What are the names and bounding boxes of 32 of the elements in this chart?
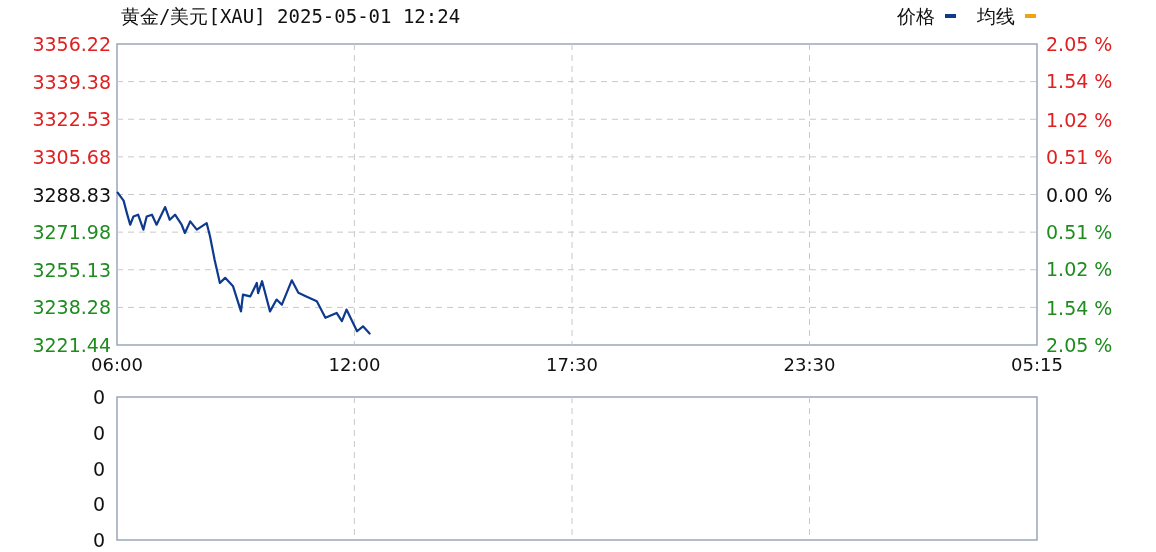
y2-tick-label: 2.05 % <box>1046 334 1113 356</box>
y-tick-label: 3288.83 <box>32 183 111 206</box>
y2-tick-label: 1.02 % <box>1046 258 1113 281</box>
text: 0 <box>92 386 105 408</box>
y2-tick-label: 0.51 % <box>1046 146 1113 169</box>
y-tick-label: 3255.13 <box>32 258 111 281</box>
x-tick-label: 12:00 <box>328 354 381 375</box>
text: 0 <box>92 457 105 480</box>
y2-tick-label: 1.02 % <box>1046 108 1113 131</box>
text: 0 <box>92 421 105 444</box>
text: 0 <box>92 529 105 551</box>
y-tick-label: 3305.68 <box>32 145 111 168</box>
y-tick-label: 3339.38 <box>32 70 111 93</box>
x-tick-label: 06:00 <box>91 354 143 375</box>
y2-tick-label: 1.54 % <box>1046 70 1113 93</box>
y2-tick-label: 1.54 % <box>1046 296 1113 319</box>
chart-title: 黄金/美元[XAU] 2025-05-01 12:24 <box>121 5 461 27</box>
y-tick-label: 3221.44 <box>32 334 111 356</box>
y2-tick-label: 0.51 % <box>1046 220 1113 243</box>
x-tick-label: 17:30 <box>546 354 598 375</box>
y2-tick-label: 2.05 % <box>1046 33 1113 55</box>
x-tick-label: 23:30 <box>783 354 836 375</box>
y-tick-label: 3322.53 <box>32 108 111 131</box>
y-tick-label: 3356.22 <box>32 33 111 55</box>
legend-label: 均线 <box>976 5 1015 27</box>
y-tick-label: 3271.98 <box>32 221 111 244</box>
text: 0 <box>92 493 105 516</box>
y2-tick-label: 0.00 % <box>1046 183 1113 206</box>
x-tick-label: 05:15 <box>1011 354 1063 375</box>
line-series <box>116 191 371 335</box>
y-tick-label: 3238.28 <box>32 296 111 319</box>
legend-label: 价格 <box>896 5 935 27</box>
